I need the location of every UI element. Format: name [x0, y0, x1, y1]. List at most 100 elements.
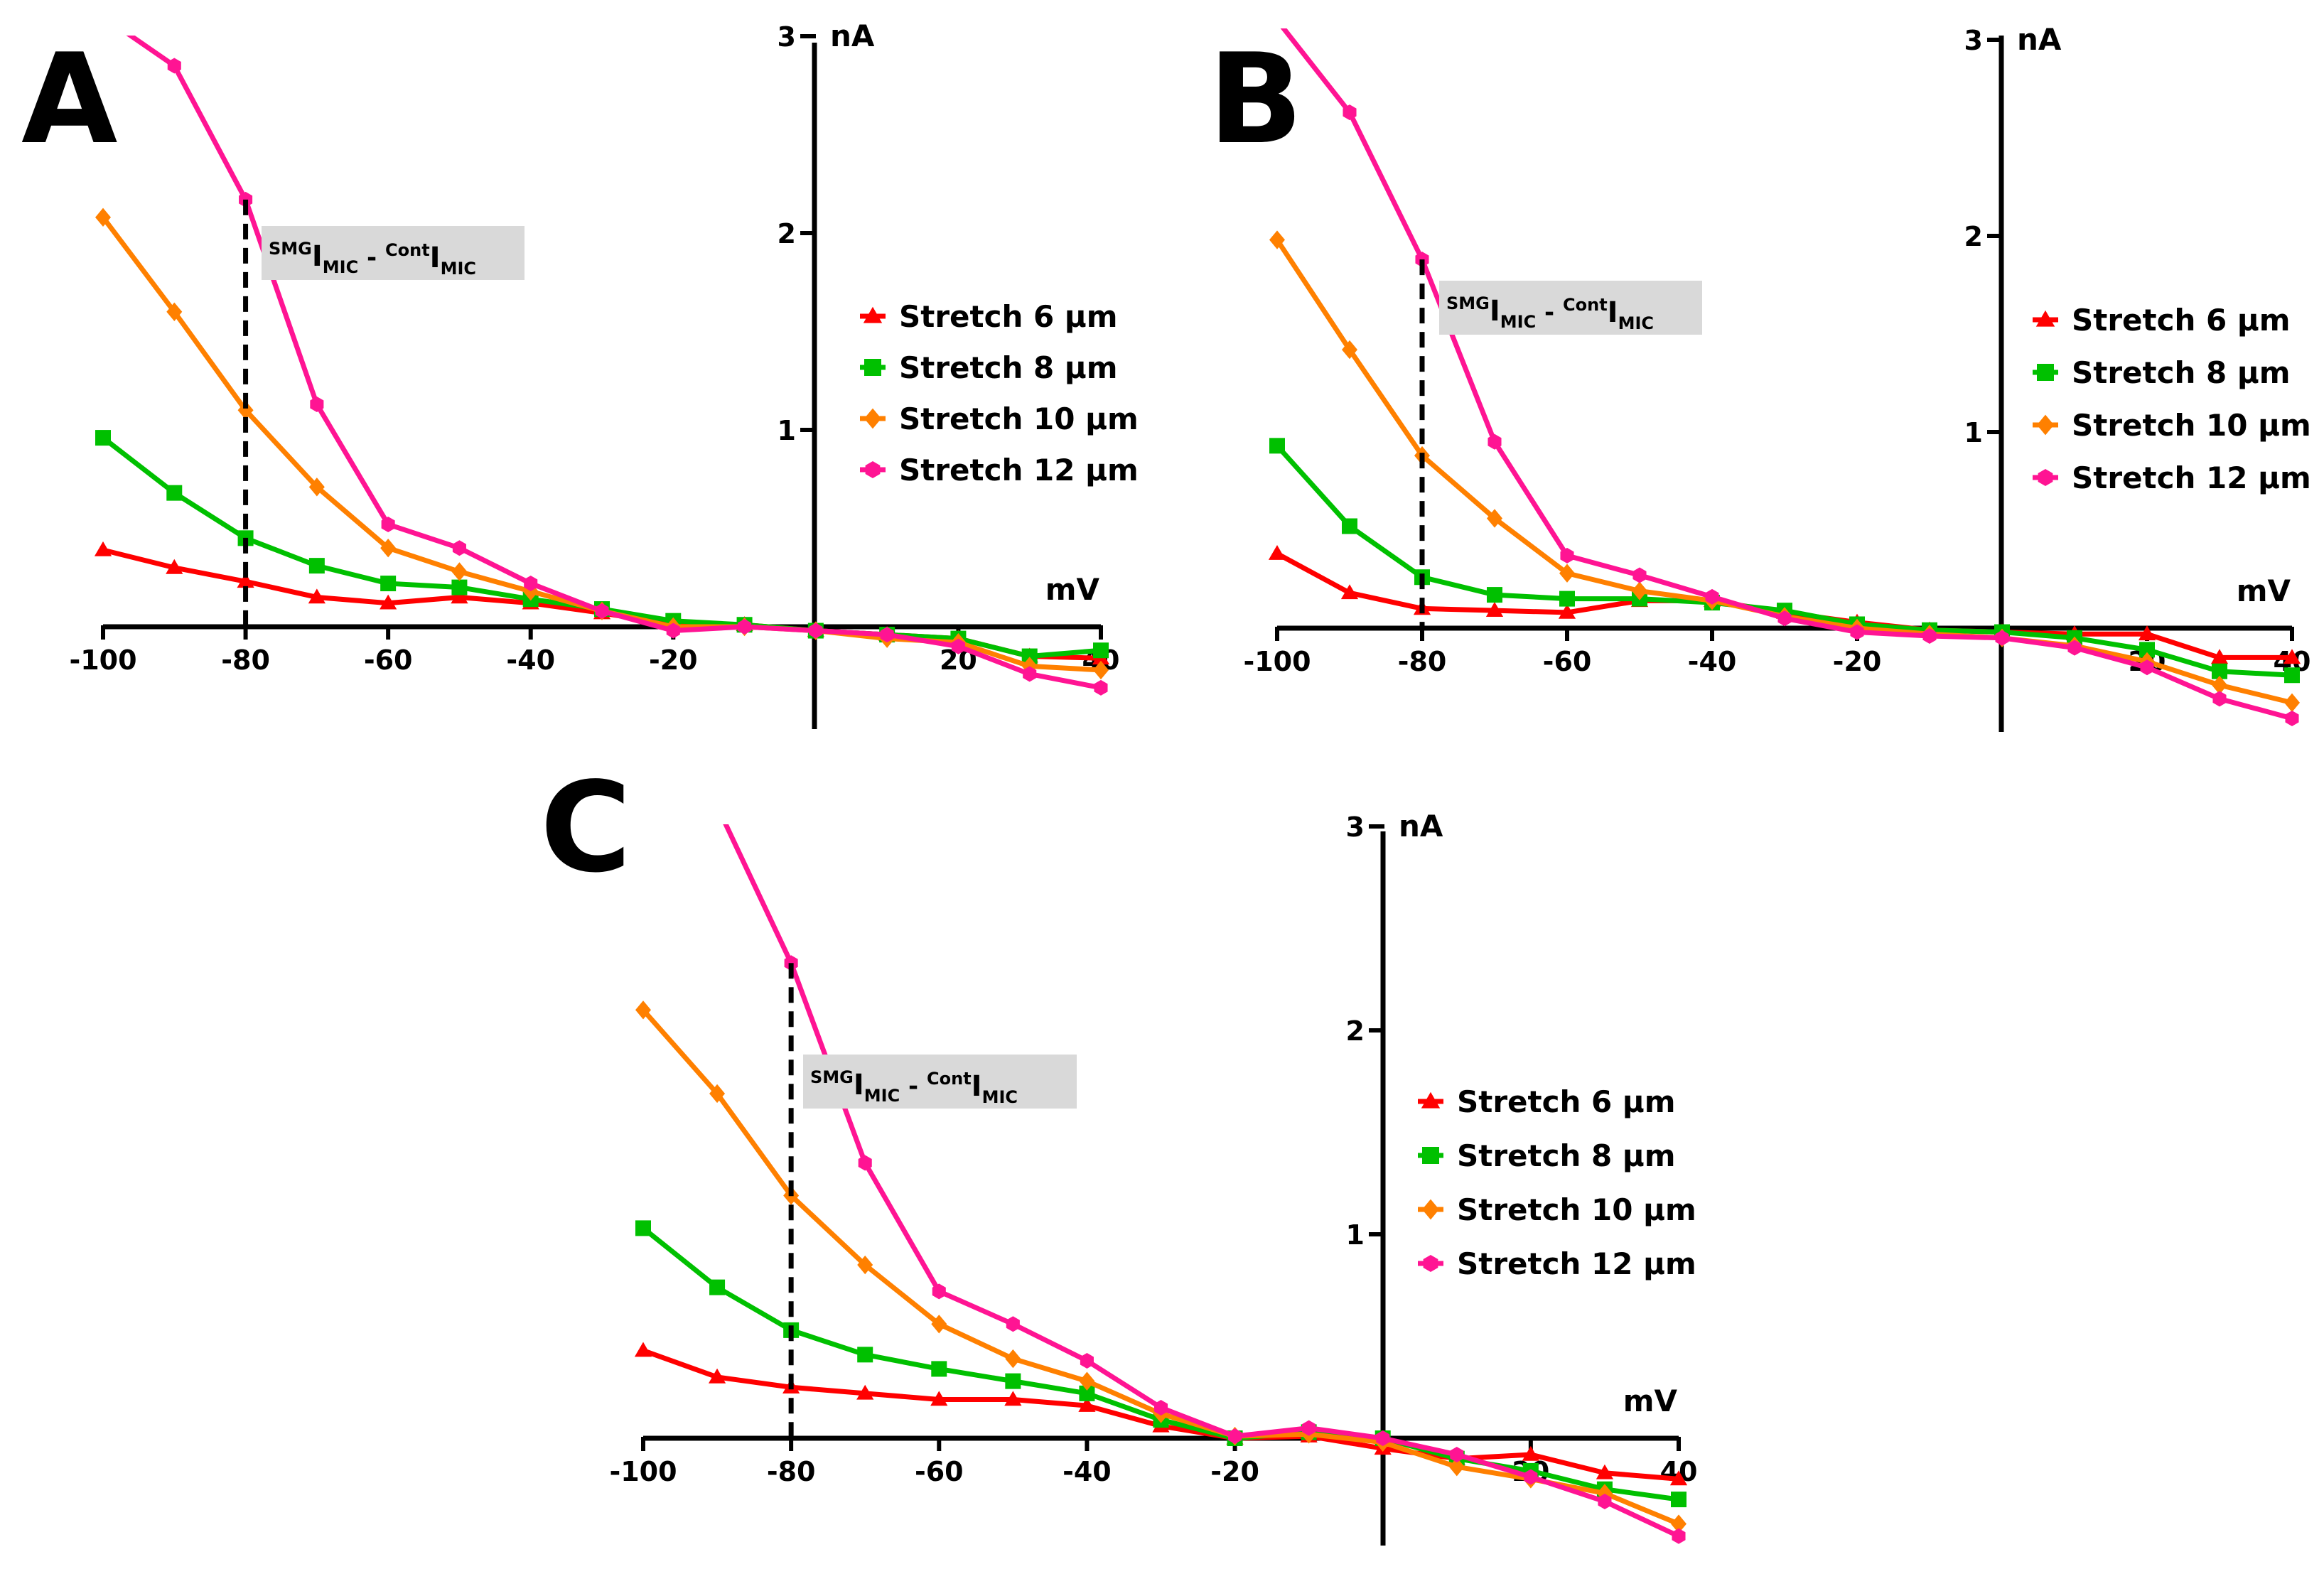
data-point: [951, 638, 965, 654]
annotation-box: SMGIMIC - ContIMIC: [803, 1055, 1077, 1109]
data-point: [96, 9, 109, 24]
data-point: [1596, 1464, 1614, 1479]
data-point: [1559, 591, 1575, 607]
annotation-background: [803, 1055, 1077, 1109]
data-point: [1270, 12, 1284, 28]
data-point: [1488, 433, 1502, 450]
data-point: [709, 1279, 726, 1295]
legend-label: Stretch 12 µm: [899, 453, 1139, 487]
legend-label: Stretch 10 µm: [1457, 1192, 1696, 1227]
data-point: [930, 1391, 948, 1406]
data-point: [1005, 1349, 1021, 1369]
x-tick-label: -80: [221, 645, 270, 676]
data-point: [166, 302, 183, 321]
data-point: [635, 1001, 651, 1020]
data-point: [1632, 581, 1647, 600]
legend-marker: [2037, 364, 2054, 381]
data-point: [857, 1255, 873, 1275]
data-point: [931, 1315, 947, 1334]
data-point: [931, 1361, 947, 1377]
plot-area: [634, 824, 1688, 1544]
annotation-box: SMGIMIC - ContIMIC: [1439, 281, 1702, 335]
legend-marker: [2035, 310, 2055, 327]
data-point: [381, 516, 395, 532]
data-point: [1672, 1528, 1686, 1544]
data-point: [1078, 1396, 1096, 1412]
data-point: [1021, 648, 1038, 664]
data-point: [1342, 340, 1357, 360]
y-tick-label: 1: [778, 415, 796, 446]
y-tick-label: 2: [778, 218, 796, 249]
legend-item: Stretch 10 µm: [860, 401, 1139, 436]
data-point: [858, 1155, 872, 1171]
data-point: [1079, 1385, 1095, 1401]
y-unit-label: nA: [2017, 22, 2062, 57]
data-point: [1671, 1514, 1686, 1533]
legend-item: Stretch 6 µm: [2033, 303, 2291, 338]
data-point: [310, 396, 324, 412]
panel-letter: C: [540, 756, 631, 900]
panel-b-chart: B-100-80-60-40-202040123nAmVSMGIMIC - Co…: [1208, 12, 2311, 732]
x-unit-label: mV: [1623, 1384, 1678, 1418]
x-unit-label: mV: [1045, 572, 1100, 607]
data-point: [1269, 230, 1285, 249]
y-tick-label: 3: [1346, 812, 1365, 843]
panel-c-chart: C-100-80-60-40-202040123nAmVSMGIMIC - Co…: [540, 756, 1697, 1546]
data-point: [1632, 567, 1647, 583]
legend-label: Stretch 8 µm: [2072, 355, 2291, 390]
data-point: [1598, 1493, 1612, 1509]
x-tick-label: -100: [69, 645, 136, 676]
data-point: [1850, 624, 1864, 640]
data-point: [2210, 649, 2229, 664]
data-point: [1342, 518, 1357, 534]
data-point: [167, 58, 181, 74]
data-point: [1450, 1446, 1464, 1462]
y-unit-label: nA: [1399, 809, 1443, 843]
data-point: [1094, 679, 1108, 696]
panel-letter: A: [21, 28, 117, 172]
data-point: [2067, 640, 2082, 656]
annotation-text: SMGIMIC - ContIMIC: [810, 1067, 1018, 1107]
annotation-background: [262, 226, 524, 280]
data-point: [2284, 693, 2300, 713]
legend-item: Stretch 8 µm: [860, 350, 1118, 385]
data-point: [1559, 564, 1575, 583]
x-tick-label: -100: [1243, 646, 1311, 677]
legend-item: Stretch 8 µm: [2033, 355, 2291, 390]
data-point: [1093, 642, 1109, 659]
data-point: [1340, 584, 1359, 600]
data-point: [2285, 710, 2299, 726]
data-point: [1343, 104, 1357, 121]
annotation-text: SMGIMIC - ContIMIC: [1446, 293, 1654, 333]
data-point: [2140, 659, 2154, 676]
data-point: [1487, 587, 1502, 603]
legend-label: Stretch 8 µm: [1457, 1138, 1676, 1173]
data-point: [95, 430, 111, 446]
data-point: [308, 588, 326, 604]
data-point: [1448, 1457, 1465, 1477]
data-point: [595, 603, 609, 619]
legend-marker: [1423, 1255, 1438, 1272]
data-point: [1023, 666, 1037, 682]
data-point: [1079, 1371, 1095, 1391]
data-point: [1522, 1445, 1539, 1461]
data-point: [857, 1347, 873, 1363]
legend-marker: [2037, 414, 2054, 436]
data-point: [856, 1384, 874, 1400]
legend-item: Stretch 6 µm: [860, 299, 1118, 334]
legend-marker: [2038, 469, 2053, 486]
data-point: [2212, 691, 2227, 707]
data-point: [2284, 667, 2300, 684]
panel-letter: B: [1208, 28, 1303, 172]
legend-item: Stretch 10 µm: [1418, 1192, 1696, 1227]
data-point: [1558, 603, 1576, 619]
panel-a-chart: A-100-80-60-40-202040123nAmVSMGIMIC - Co…: [21, 9, 1139, 729]
legend-label: Stretch 10 µm: [2072, 408, 2311, 443]
y-tick-label: 1: [1346, 1219, 1365, 1251]
legend-label: Stretch 6 µm: [1457, 1084, 1676, 1119]
data-point: [1922, 628, 1937, 645]
data-point: [635, 1220, 651, 1236]
y-unit-label: nA: [830, 18, 875, 53]
data-point: [1004, 1391, 1022, 1406]
